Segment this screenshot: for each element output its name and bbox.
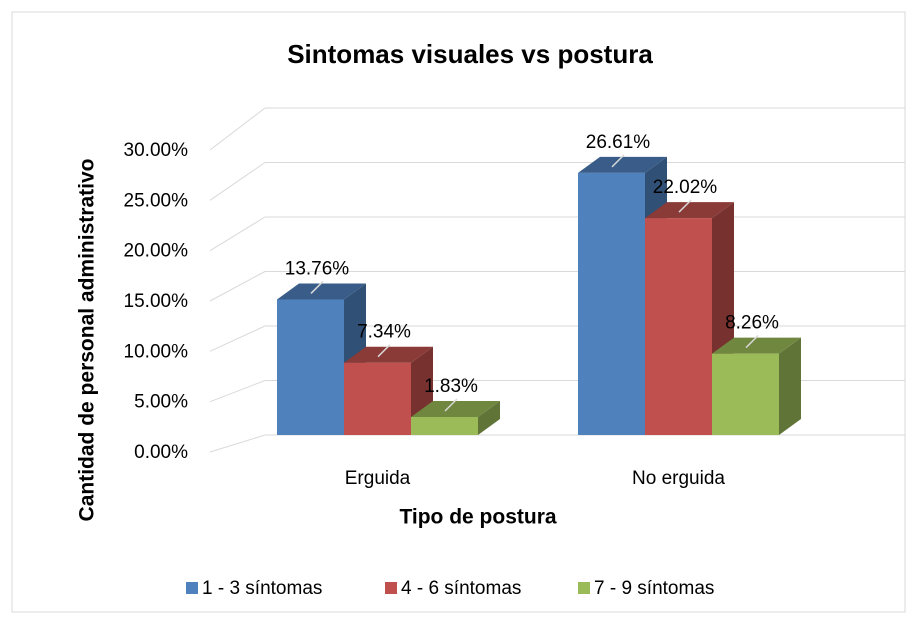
y-tick-label: 30.00% (124, 140, 189, 161)
bar-top (712, 337, 801, 354)
bar-top (578, 156, 667, 173)
y-tick-label: 5.00% (134, 392, 188, 413)
y-tick-label: 20.00% (124, 241, 189, 262)
bar (344, 362, 411, 435)
bar (578, 172, 645, 436)
data-label: 7.34% (357, 322, 411, 343)
grid-line-side (209, 271, 266, 302)
grid-line-side (209, 380, 266, 403)
bar (712, 353, 779, 435)
grid-line-side (209, 216, 266, 252)
y-tick-label: 25.00% (124, 190, 189, 211)
legend-swatch (186, 582, 198, 594)
bar (411, 416, 478, 435)
grid-line-side (209, 325, 266, 352)
bar-top (277, 283, 366, 300)
y-tick-label: 10.00% (124, 341, 189, 362)
leader-line (611, 154, 625, 168)
bar-side (478, 400, 500, 435)
leader-line (444, 398, 458, 412)
data-label: 26.61% (586, 132, 651, 153)
legend-swatch (578, 582, 590, 594)
chart-title: Sintomas visuales vs postura (287, 39, 653, 69)
bar-top (411, 400, 500, 417)
y-tick-label: 15.00% (124, 291, 189, 312)
data-label: 13.76% (285, 258, 350, 279)
leader-line (310, 280, 324, 294)
data-label: 1.83% (424, 376, 478, 397)
grid-line-side (209, 162, 266, 201)
bar-side (779, 337, 801, 435)
x-tick-label: No erguida (632, 468, 725, 489)
legend-label: 7 - 9 síntomas (594, 578, 714, 599)
y-tick-label: 0.00% (134, 442, 188, 463)
x-tick-label: Erguida (345, 468, 411, 489)
legend-label: 4 - 6 síntomas (401, 578, 521, 599)
leader-line (678, 199, 692, 213)
bar (645, 218, 712, 435)
bar (277, 299, 344, 435)
grid-line-side (209, 434, 266, 453)
legend-label: 1 - 3 síntomas (202, 578, 322, 599)
bar-top (344, 346, 433, 363)
y-axis-title: Cantidad de personal administrativo (76, 159, 99, 522)
legend-swatch (385, 582, 397, 594)
data-label: 8.26% (725, 313, 779, 334)
bar-top (645, 202, 734, 219)
x-axis-title: Tipo de postura (399, 506, 556, 529)
leader-line (745, 335, 759, 349)
data-label: 22.02% (653, 177, 718, 198)
leader-line (377, 344, 391, 358)
grid-line-side (209, 107, 266, 151)
chart-border (11, 11, 906, 613)
